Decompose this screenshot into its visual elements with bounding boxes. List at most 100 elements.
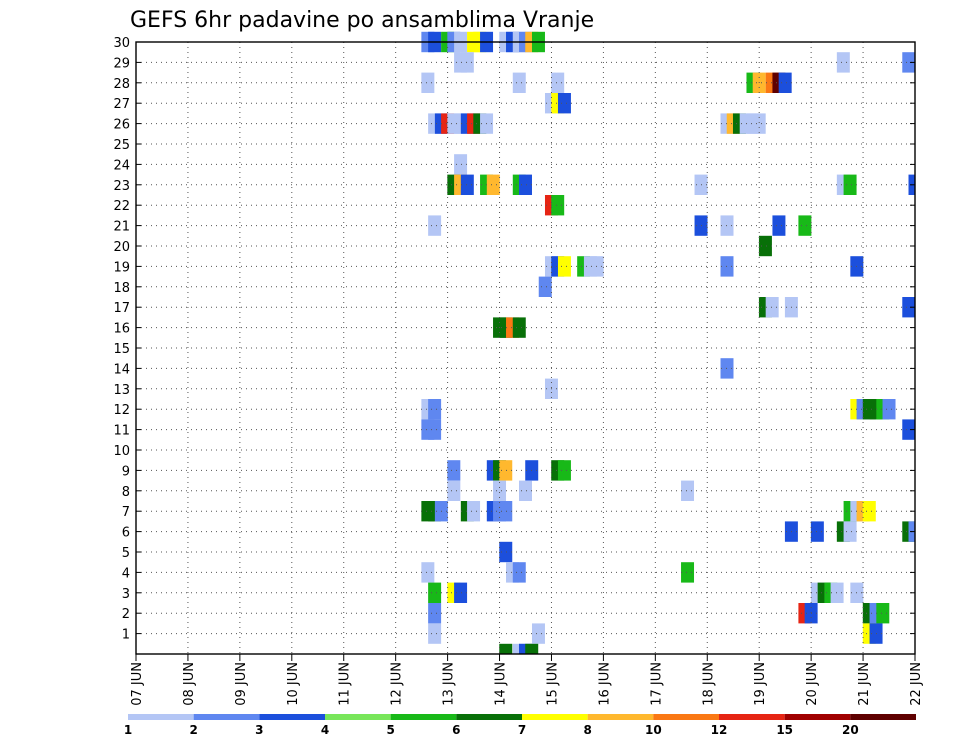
data-cell (778, 72, 792, 93)
colorbar-swatch (128, 714, 194, 720)
colorbar-label: 6 (452, 723, 460, 737)
data-cell (454, 154, 468, 175)
colorbar-swatch (325, 714, 391, 720)
data-cell (428, 603, 442, 624)
colorbar-swatch (259, 714, 325, 720)
y-tick-label: 28 (113, 77, 130, 92)
y-tick-label: 17 (113, 301, 130, 316)
colorbar-swatch (653, 714, 719, 720)
data-cell (843, 521, 857, 542)
data-cell (447, 480, 461, 501)
data-cell (843, 174, 857, 195)
data-cell (499, 541, 513, 563)
y-tick-label: 13 (113, 383, 130, 398)
data-cell (772, 215, 786, 236)
x-tick-label: 16 JUN (597, 662, 612, 706)
x-tick-label: 15 JUN (545, 662, 560, 706)
data-cell (830, 582, 844, 603)
data-cell (882, 399, 896, 420)
y-tick-label: 23 (113, 179, 130, 194)
y-tick-label: 2 (122, 607, 130, 622)
y-tick-label: 11 (113, 424, 130, 439)
data-cell (493, 480, 507, 501)
y-tick-label: 9 (122, 464, 130, 479)
x-tick-label: 14 JUN (494, 662, 509, 706)
data-cell (421, 72, 435, 93)
colorbar-swatch (522, 714, 588, 720)
y-tick-label: 19 (113, 260, 130, 275)
data-cell (499, 501, 513, 522)
chart-title: GEFS 6hr padavine po ansamblima Vranje (130, 8, 594, 33)
y-tick-label: 18 (113, 281, 130, 296)
colorbar-label: 15 (776, 723, 793, 737)
y-tick-label: 25 (113, 138, 130, 153)
colorbar-label: 10 (645, 723, 662, 737)
data-cell (460, 174, 474, 195)
data-cell (557, 460, 571, 481)
data-cell (557, 93, 571, 114)
x-tick-label: 07 JUN (130, 662, 145, 706)
y-tick-label: 14 (113, 362, 130, 377)
data-cell (460, 52, 474, 73)
y-tick-label: 3 (122, 587, 130, 602)
data-cell (428, 623, 442, 644)
y-tick-label: 24 (113, 158, 130, 173)
colorbar: 1 2 3 4 5 6 7 8 10 12 15 20 (124, 714, 916, 737)
colorbar-label: 4 (321, 723, 329, 737)
y-tick-label: 16 (113, 322, 130, 337)
colorbar-label: 2 (189, 723, 197, 737)
data-cell (557, 256, 571, 277)
x-tick-label: 18 JUN (701, 662, 716, 706)
y-tick-label: 15 (113, 342, 130, 357)
colorbar-swatch (719, 714, 785, 720)
y-tick-label: 4 (122, 566, 130, 581)
x-tick-label: 17 JUN (649, 662, 664, 706)
data-cells (421, 31, 915, 654)
data-cell (428, 582, 442, 603)
data-cell (681, 562, 695, 583)
data-cell (447, 460, 461, 481)
colorbar-swatch (784, 714, 851, 720)
y-tick-label: 1 (122, 628, 130, 643)
x-tick-label: 13 JUN (442, 662, 457, 706)
y-tick-label: 22 (113, 199, 130, 214)
y-tick-label: 12 (113, 403, 130, 418)
data-cell (428, 399, 442, 420)
y-axis: 1234567891011121314151617181920212223242… (113, 36, 915, 643)
data-cell (519, 174, 532, 195)
x-tick-label: 19 JUN (753, 662, 768, 706)
data-cell (519, 480, 532, 501)
x-tick-label: 20 JUN (805, 662, 820, 706)
data-cell (428, 419, 442, 440)
y-tick-label: 27 (113, 97, 130, 112)
data-cell (862, 501, 876, 522)
data-cell (758, 235, 772, 257)
data-cell (421, 562, 435, 583)
data-cell (902, 52, 915, 73)
data-cell (765, 297, 779, 318)
data-cell (836, 52, 850, 73)
data-cell (752, 113, 766, 134)
data-cell (551, 72, 565, 93)
colorbar-swatch (587, 714, 654, 720)
data-cell (531, 623, 545, 644)
colorbar-swatch (456, 714, 522, 720)
colorbar-swatch (390, 714, 457, 720)
colorbar-label: 12 (711, 723, 728, 737)
y-tick-label: 29 (113, 56, 130, 71)
data-cell (512, 72, 526, 93)
data-cell (454, 582, 468, 603)
x-tick-label: 09 JUN (234, 662, 249, 706)
data-cell (525, 643, 539, 654)
colorbar-label: 7 (518, 723, 526, 737)
colorbar-label: 20 (842, 723, 859, 737)
x-tick-label: 11 JUN (338, 662, 353, 706)
x-tick-label: 21 JUN (857, 662, 872, 706)
data-cell (486, 174, 500, 195)
y-tick-label: 20 (113, 240, 130, 255)
y-tick-label: 6 (122, 526, 130, 541)
data-cell (512, 562, 526, 583)
x-tick-label: 22 JUN (909, 662, 924, 706)
y-tick-label: 7 (122, 505, 130, 520)
